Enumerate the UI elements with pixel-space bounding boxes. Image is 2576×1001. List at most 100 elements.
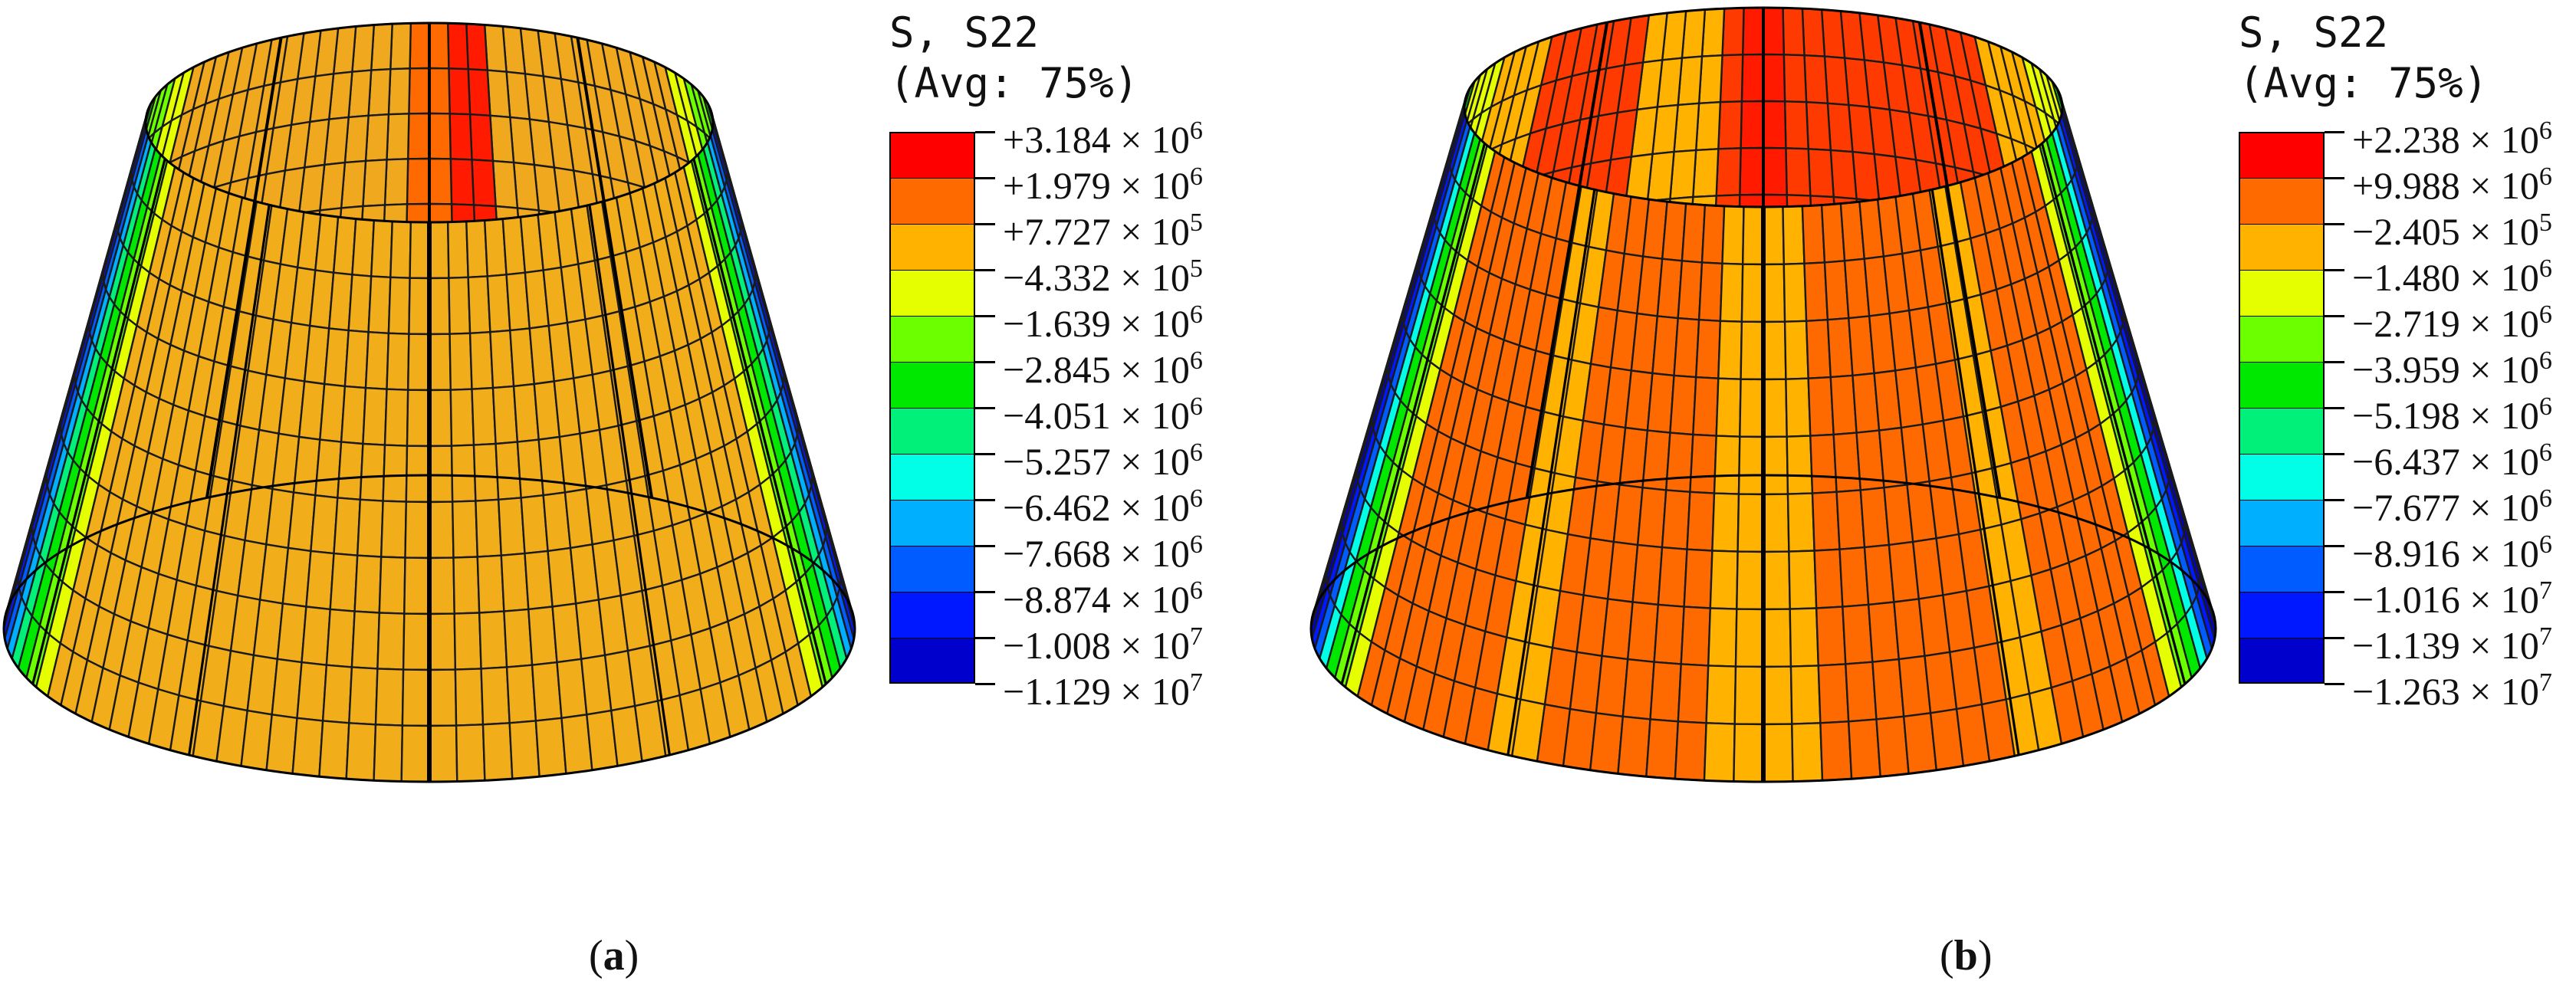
outer-wall-element — [1782, 205, 1806, 265]
legend-tick — [975, 591, 995, 593]
outer-wall-element — [347, 274, 373, 333]
inner-wall-element — [1762, 53, 1786, 103]
outer-wall-element — [1783, 320, 1809, 380]
legend-tick-label: −4.332 × 105 — [1003, 254, 1203, 299]
legend-tick — [2325, 407, 2344, 409]
inner-wall-element — [1762, 100, 1787, 149]
outer-wall-element — [481, 722, 514, 782]
legend-tick-label: −2.845 × 106 — [1003, 346, 1203, 391]
segment-joint-line — [588, 205, 671, 756]
outer-wall-element — [348, 666, 379, 726]
outer-wall-element — [1711, 492, 1740, 553]
legend-tick-label: −1.480 × 106 — [2352, 254, 2552, 299]
outer-wall-element — [401, 668, 431, 727]
top-rim-outline — [1463, 6, 2064, 208]
legend-swatch — [889, 500, 975, 546]
inner-wall-element — [1801, 7, 1826, 57]
outer-wall-element — [1740, 320, 1765, 381]
legend-tick — [975, 131, 995, 133]
inner-wall-element — [491, 159, 519, 209]
inner-wall-element — [1740, 53, 1765, 103]
legend-tick — [975, 545, 995, 547]
legend-swatch — [2239, 408, 2325, 454]
legend-tick — [2325, 591, 2344, 593]
outer-wall-element — [1762, 263, 1786, 323]
outer-wall-element — [478, 610, 508, 670]
legend-tick-label: +7.727 × 105 — [1003, 208, 1203, 253]
inner-wall-element — [428, 112, 452, 160]
outer-wall-element — [343, 329, 370, 389]
panel-b: S, S22 (Avg: 75%) +2.238 × 106 +9.988 × 1… — [1288, 0, 2576, 1001]
inner-wall-element — [1826, 102, 1854, 153]
outer-wall-element — [428, 500, 455, 560]
outer-wall-element — [480, 666, 511, 726]
outer-wall-element — [1669, 374, 1697, 436]
outer-wall-element — [1789, 665, 1822, 725]
outer-wall-element — [1695, 319, 1722, 379]
inner-wall-element — [1829, 149, 1858, 200]
legend-tick — [2325, 177, 2344, 179]
outer-wall-element — [472, 442, 500, 502]
outer-wall-element — [428, 277, 451, 336]
outer-wall-element — [1762, 665, 1793, 726]
legend-tick — [2325, 453, 2344, 455]
legend-tick — [2325, 223, 2344, 225]
inner-wall-element — [362, 159, 388, 208]
inner-wall-element — [1783, 100, 1809, 150]
inner-wall-element — [465, 22, 488, 71]
outer-wall-element — [1736, 550, 1765, 611]
outer-wall-element — [1786, 492, 1815, 553]
caption-b: (b) — [1940, 932, 1993, 980]
outer-wall-element — [1737, 435, 1765, 496]
outer-wall-element — [345, 722, 377, 782]
legend-tick-label: −1.139 × 107 — [2352, 622, 2552, 667]
outer-wall-element — [1674, 720, 1707, 782]
outer-wall-element — [467, 275, 491, 334]
outer-wall-element — [1692, 376, 1720, 437]
inner-wall-element — [448, 67, 472, 116]
legend-subtitle-b: (Avg: 75%) — [2239, 59, 2489, 107]
outer-wall-element — [1815, 606, 1847, 667]
outer-wall-element — [389, 220, 412, 279]
outer-wall-element — [325, 608, 356, 668]
inner-wall-element — [1739, 146, 1765, 196]
inner-wall-element — [409, 21, 431, 70]
outer-wall-element — [296, 661, 328, 722]
legend-tick-label: −8.874 × 106 — [1003, 576, 1203, 621]
outer-wall-element — [1707, 607, 1738, 668]
outer-wall-element — [404, 500, 431, 560]
inner-wall-element — [1805, 100, 1832, 152]
outer-wall-element — [1807, 376, 1835, 437]
inner-wall-element — [1695, 100, 1722, 152]
segment-joint-line — [692, 158, 827, 684]
legend-swatch — [2239, 638, 2325, 684]
outer-wall-element — [364, 331, 390, 390]
outer-wall-element — [1683, 548, 1714, 609]
outer-wall-element — [1848, 718, 1881, 780]
outer-wall-element — [1739, 378, 1765, 438]
legend-tick — [2325, 361, 2344, 363]
outer-wall-element — [505, 664, 537, 724]
legend-swatch — [2239, 132, 2325, 178]
bottom-rim-outline — [2, 474, 856, 783]
legend-tick — [975, 315, 995, 317]
outer-wall-element — [1686, 491, 1716, 552]
legend-tick-label: −7.677 × 106 — [2352, 484, 2552, 529]
outer-wall-element — [1842, 603, 1874, 665]
outer-wall-element — [1657, 546, 1688, 608]
outer-wall-element — [1680, 606, 1711, 667]
outer-wall-element — [471, 386, 497, 446]
outer-wall-element — [428, 556, 455, 615]
outer-wall-element — [1661, 489, 1691, 550]
inner-wall-element — [1803, 54, 1829, 105]
legend-swatch — [889, 224, 975, 270]
outer-wall-element — [1622, 658, 1655, 720]
outer-wall-element — [455, 724, 486, 783]
legend-swatch — [2239, 500, 2325, 546]
outer-wall-element — [407, 333, 431, 392]
outer-wall-element — [1715, 377, 1742, 438]
outer-wall-element — [1631, 543, 1664, 606]
legend-tick — [2325, 545, 2344, 547]
segment-joint-line — [31, 158, 166, 684]
legend-tick-label: −1.639 × 106 — [1003, 300, 1203, 345]
